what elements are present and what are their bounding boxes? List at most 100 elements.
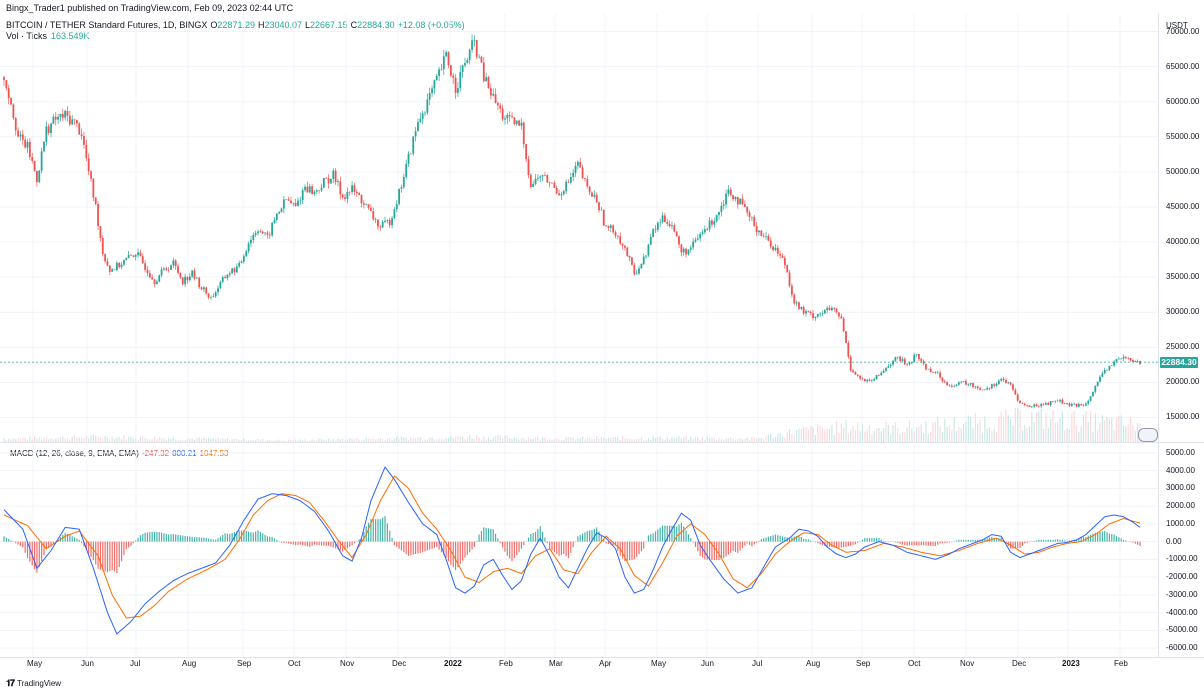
- candle-body: [297, 200, 299, 206]
- volume-bar: [558, 439, 560, 442]
- candle-body: [903, 359, 906, 365]
- volume-bar: [1040, 408, 1042, 442]
- candle-body: [668, 223, 671, 227]
- candle-body: [184, 276, 187, 285]
- volume-bar: [419, 437, 421, 442]
- volume-bar: [621, 436, 624, 442]
- candle-body: [414, 131, 417, 137]
- volume-bar: [398, 439, 400, 442]
- volume-bar: [1132, 424, 1134, 442]
- volume-bar: [697, 437, 699, 442]
- macd-histogram-bar: [1000, 537, 1002, 542]
- candle-body: [758, 230, 760, 233]
- macd-histogram-bar: [1012, 541, 1014, 549]
- volume-bar: [737, 438, 739, 442]
- volume-bar: [539, 439, 541, 442]
- candle-body: [609, 225, 612, 228]
- macd-histogram-bar: [636, 541, 638, 557]
- candle-body: [821, 313, 824, 314]
- volume-bar: [883, 428, 885, 442]
- volume-bar: [1082, 414, 1085, 442]
- macd-histogram-bar: [930, 541, 932, 546]
- macd-histogram-bar: [1092, 533, 1094, 542]
- volume-bar: [556, 437, 558, 442]
- volume-bar: [516, 438, 518, 442]
- candle-body: [621, 243, 624, 246]
- macd-histogram-bar: [1118, 537, 1120, 542]
- volume-bar: [807, 429, 809, 442]
- candle-body: [673, 225, 676, 232]
- candle-body: [85, 144, 88, 159]
- macd-histogram-bar: [73, 537, 76, 542]
- candle-body: [974, 386, 977, 388]
- candle-body: [478, 56, 480, 58]
- macd-histogram-bar: [847, 541, 849, 547]
- macd-histogram-bar: [445, 541, 447, 558]
- macd-histogram-bar: [203, 537, 205, 542]
- candle-body: [910, 361, 913, 363]
- volume-bar: [97, 436, 99, 442]
- volume-bar: [866, 429, 868, 442]
- macd-histogram-bar: [478, 534, 480, 542]
- macd-histogram-bar: [539, 526, 541, 542]
- macd-histogram-bar: [248, 531, 250, 542]
- volume-bar: [586, 437, 588, 442]
- volume-bar: [826, 428, 828, 442]
- candle-body: [607, 225, 610, 228]
- candle-body: [155, 281, 158, 285]
- volume-bar: [981, 432, 984, 442]
- settings-toggle-icon[interactable]: [1138, 428, 1158, 442]
- volume-bar: [955, 430, 958, 442]
- macd-histogram-bar: [1066, 540, 1068, 542]
- volume-bar: [327, 438, 330, 442]
- candle-body: [699, 233, 702, 239]
- candle-body: [1073, 403, 1076, 405]
- volume-bar: [412, 437, 414, 442]
- volume-bar: [553, 439, 555, 442]
- macd-histogram-bar: [864, 538, 866, 542]
- macd-histogram-bar: [447, 541, 450, 562]
- candle-body: [424, 112, 426, 114]
- candle-body: [687, 249, 690, 255]
- volume-bar: [158, 437, 160, 442]
- macd-histogram-bar: [993, 537, 995, 542]
- macd-histogram-bar: [878, 538, 880, 542]
- volume-bar: [793, 435, 795, 442]
- candle-body: [652, 229, 655, 238]
- candle-body: [783, 257, 786, 266]
- macd-histogram-bar: [1080, 537, 1082, 542]
- volume-bar: [711, 437, 713, 442]
- macd-histogram-bar: [591, 530, 593, 542]
- volume-bar: [923, 433, 925, 442]
- macd-histogram-bar: [69, 535, 71, 542]
- volume-bar: [1101, 414, 1103, 442]
- macd-histogram-bar: [412, 541, 414, 555]
- candle-body: [713, 221, 716, 225]
- candle-body: [743, 204, 746, 207]
- volume-bar: [784, 437, 786, 442]
- x-tick-label: Jul: [752, 659, 763, 668]
- candle-body: [370, 207, 372, 211]
- volume-bar: [443, 439, 445, 442]
- candle-body: [405, 163, 408, 177]
- x-tick-label: May: [651, 659, 667, 668]
- volume-bar: [233, 438, 236, 442]
- macd-histogram-bar: [753, 541, 755, 545]
- macd-tick-label: -3000.00: [1166, 589, 1198, 599]
- macd-histogram-bar: [487, 528, 490, 542]
- volume-bar: [725, 438, 727, 442]
- macd-histogram-bar: [913, 541, 915, 546]
- macd-histogram-bar: [708, 541, 711, 560]
- candle-body: [906, 364, 909, 365]
- volume-bar: [868, 425, 871, 442]
- macd-histogram-bar: [633, 541, 635, 560]
- macd-histogram-bar: [683, 526, 685, 542]
- macd-histogram-bar: [868, 538, 871, 542]
- candle-body: [997, 380, 1000, 384]
- volume-bar: [786, 432, 788, 442]
- volume-bar: [871, 434, 873, 442]
- candle-body: [337, 181, 339, 183]
- macd-histogram-bar: [803, 538, 805, 542]
- candle-body: [1030, 406, 1033, 408]
